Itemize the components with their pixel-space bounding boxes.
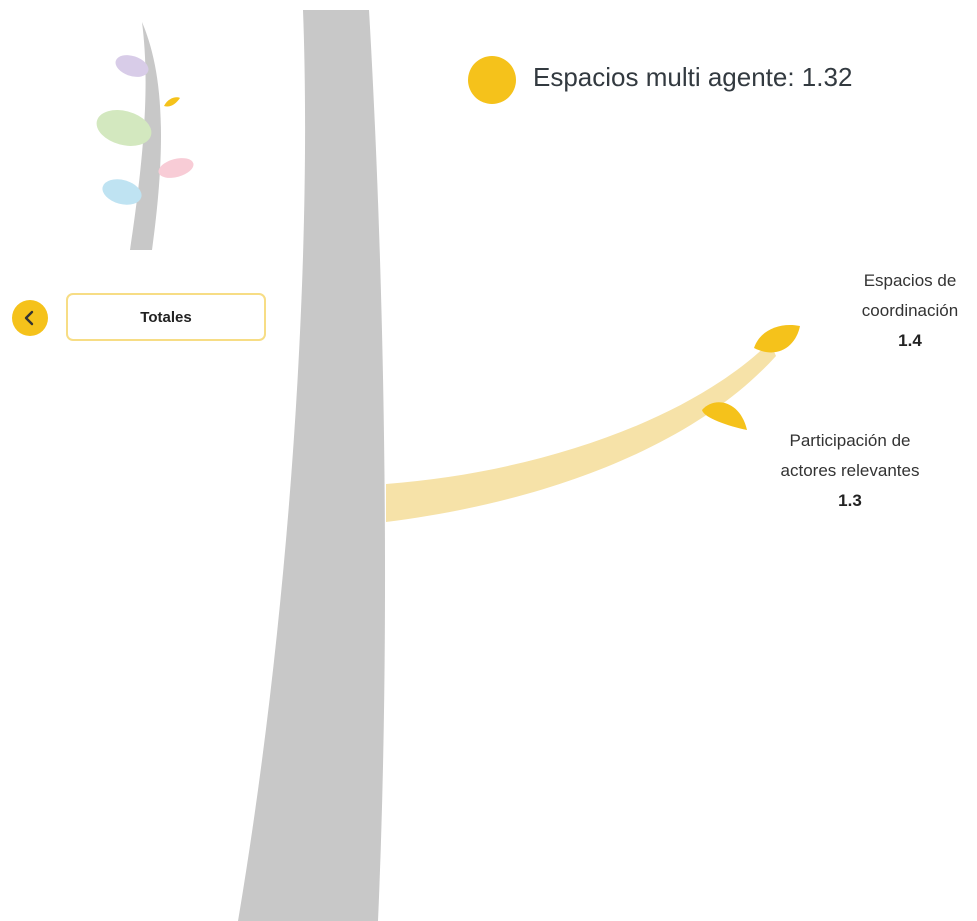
legend-dot (468, 56, 516, 104)
leaf-name-line: Espacios de (863, 271, 957, 290)
leaf-value: 1.3 (838, 491, 862, 510)
branch (386, 342, 776, 522)
thumbnail-leaf-blue (102, 179, 142, 205)
totales-label: Totales (140, 308, 192, 326)
leaf-espacios-coordinacion[interactable] (754, 324, 800, 353)
leaf-name-line: Participación de (789, 431, 911, 450)
leaf-name-line: actores relevantes (780, 461, 920, 480)
thumbnail-leaf-yellow (164, 97, 180, 107)
back-button[interactable] (12, 300, 48, 336)
thumbnail-leaf-pink (158, 158, 194, 178)
trunk (238, 10, 386, 921)
leaf-label-participacion-actores: Participación de actores relevantes 1.3 (760, 426, 940, 516)
thumbnail-leaf-purple (115, 55, 149, 77)
totales-button[interactable]: Totales (66, 293, 266, 341)
tree-thumbnail[interactable] (88, 20, 208, 260)
legend-label: Espacios multi agente: 1.32 (533, 62, 853, 92)
leaf-label-espacios-coordinacion: Espacios de coordinación 1.4 (846, 266, 974, 356)
thumbnail-leaf-green (96, 110, 152, 146)
chevron-left-icon (24, 310, 34, 326)
leaf-participacion-actores[interactable] (702, 402, 747, 430)
leaf-name-line: coordinación (861, 301, 959, 320)
leaf-value: 1.4 (898, 331, 922, 350)
